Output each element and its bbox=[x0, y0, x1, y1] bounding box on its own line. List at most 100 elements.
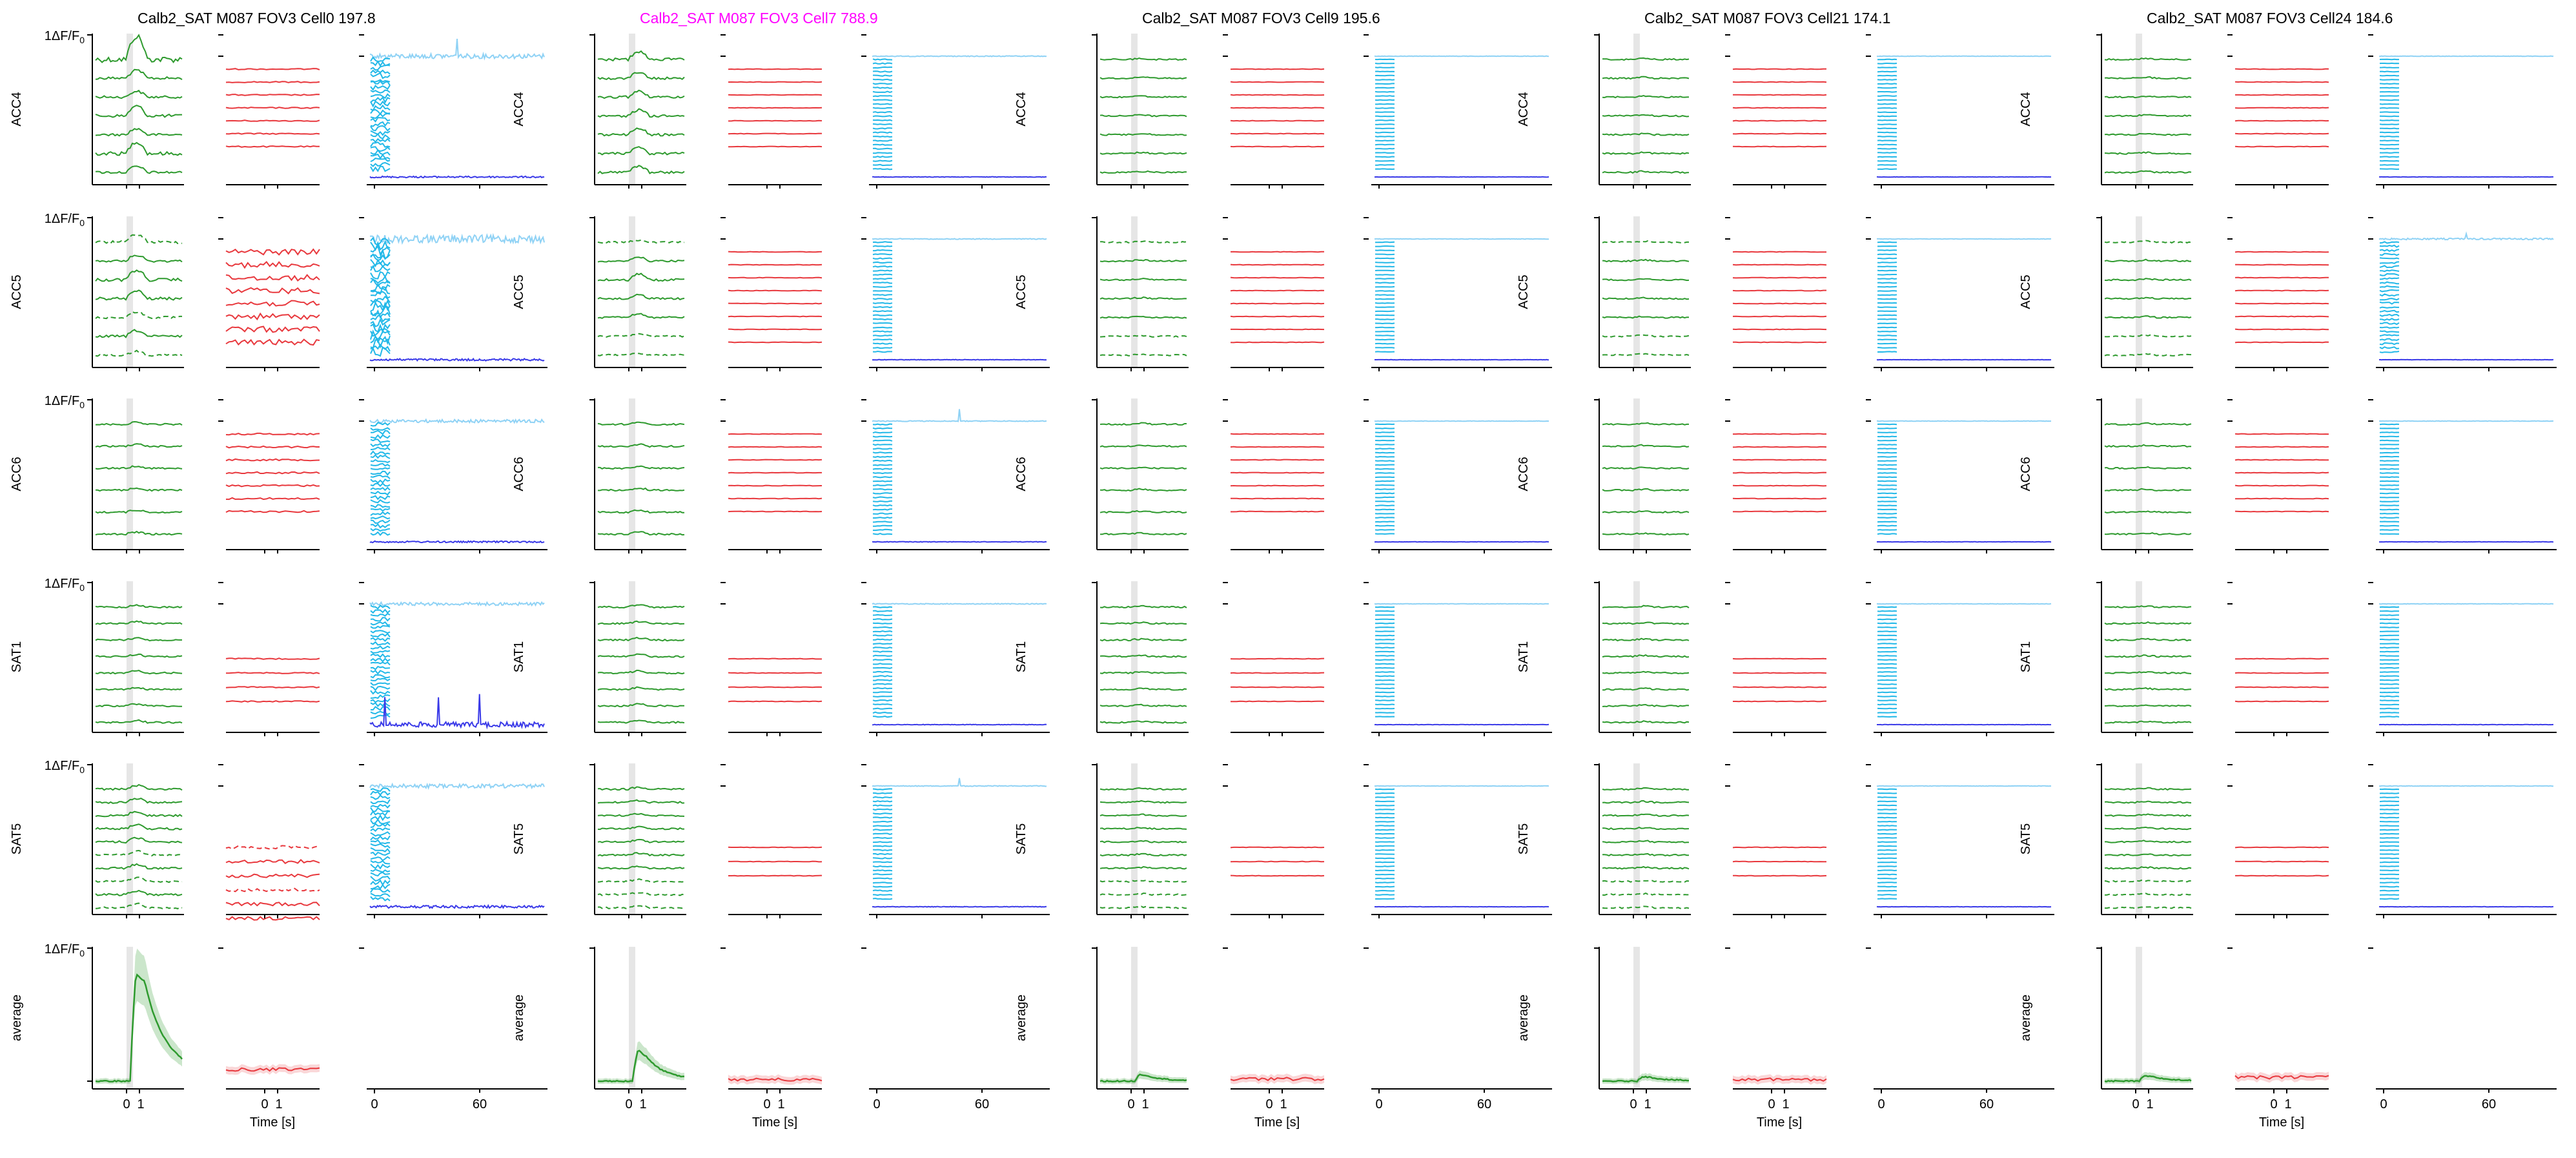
cyan-raster-line bbox=[1877, 427, 1897, 429]
red-trace bbox=[1230, 107, 1325, 109]
green-trace bbox=[2104, 76, 2192, 80]
row-1: ACC5 bbox=[2019, 216, 2557, 371]
cyan-raster-line bbox=[1375, 788, 1395, 791]
red-trace bbox=[728, 700, 823, 703]
cyan-raster-line bbox=[2380, 610, 2400, 612]
cyan-raster-line bbox=[370, 490, 391, 496]
cyan-raster-line bbox=[370, 807, 391, 812]
scale-label-sub: 0 bbox=[79, 400, 85, 410]
cyan-raster-line bbox=[370, 161, 391, 167]
row-0: ACC4 bbox=[512, 34, 1050, 189]
cyan-raster-line bbox=[370, 632, 391, 638]
cyan-raster-line bbox=[872, 451, 893, 454]
green-trace bbox=[1099, 687, 1187, 691]
red-trace bbox=[1230, 700, 1325, 703]
cyan-raster-line bbox=[370, 454, 391, 459]
stimulus-shading bbox=[629, 216, 635, 367]
cyan-raster-line bbox=[2379, 448, 2400, 450]
row-0: ACC4 bbox=[2019, 34, 2557, 189]
cyan-raster-line bbox=[1375, 249, 1395, 251]
red-trace bbox=[2234, 846, 2329, 849]
cyan-raster-line bbox=[1375, 679, 1395, 681]
cyan-raster-line bbox=[872, 707, 893, 710]
green-average-band bbox=[598, 1041, 684, 1084]
cyan-raster-line bbox=[370, 531, 391, 537]
green-trace bbox=[1602, 240, 1689, 244]
cyan-raster-line bbox=[370, 478, 391, 484]
light-blue-trace bbox=[2378, 420, 2554, 422]
green-trace bbox=[95, 876, 183, 884]
cyan-raster-line bbox=[370, 519, 391, 524]
cyan-raster-line bbox=[370, 714, 391, 719]
red-average-band bbox=[226, 1064, 320, 1075]
cyan-raster-line bbox=[1877, 476, 1897, 479]
red-trace bbox=[225, 326, 320, 333]
light-blue-trace bbox=[1374, 55, 1549, 57]
red-trace bbox=[1732, 94, 1827, 96]
cyan-raster-line bbox=[1375, 484, 1395, 486]
cyan-raster-line bbox=[370, 89, 391, 94]
red-average-trace bbox=[2234, 1075, 2329, 1080]
green-trace bbox=[1099, 880, 1187, 883]
cyan-raster-line bbox=[370, 511, 391, 516]
cyan-raster-line bbox=[370, 338, 391, 349]
red-average-band bbox=[1231, 1073, 1324, 1084]
cyan-raster-line bbox=[872, 882, 893, 884]
cyan-raster-line bbox=[1375, 699, 1395, 701]
red-average-trace bbox=[1732, 1077, 1827, 1082]
green-trace bbox=[1099, 813, 1187, 817]
cyan-raster-line bbox=[370, 462, 391, 467]
cyan-raster-line bbox=[1877, 351, 1897, 353]
cyan-raster-line bbox=[370, 434, 391, 439]
x-tick-label: 0 bbox=[1768, 1097, 1775, 1111]
cyan-raster-line bbox=[370, 291, 391, 299]
cyan-raster-line bbox=[1375, 626, 1395, 628]
cyan-raster-line bbox=[370, 641, 391, 646]
cyan-raster-line bbox=[2379, 277, 2400, 280]
row-label: SAT5 bbox=[1014, 823, 1028, 855]
cyan-raster-line bbox=[2380, 877, 2400, 880]
cyan-raster-line bbox=[2380, 468, 2400, 470]
red-trace bbox=[225, 248, 320, 256]
cyan-raster-line bbox=[2379, 809, 2400, 811]
cyan-raster-line bbox=[1877, 136, 1897, 138]
cyan-raster-line bbox=[1877, 83, 1897, 85]
cyan-raster-line bbox=[1375, 347, 1395, 349]
cyan-raster-line bbox=[2379, 298, 2400, 301]
cyan-raster-line bbox=[370, 459, 391, 464]
light-blue-trace bbox=[1374, 238, 1549, 240]
green-trace bbox=[597, 703, 684, 708]
cyan-raster-line bbox=[370, 470, 391, 476]
green-trace bbox=[2104, 488, 2192, 491]
cyan-raster-line bbox=[1375, 496, 1395, 499]
cyan-raster-line bbox=[370, 104, 391, 112]
green-trace bbox=[597, 293, 685, 300]
stimulus-shading bbox=[2136, 763, 2142, 915]
row-label: average bbox=[10, 995, 24, 1041]
row-2: ACC6 bbox=[1517, 398, 2054, 553]
red-trace bbox=[1732, 328, 1827, 331]
red-trace bbox=[1733, 686, 1827, 688]
green-trace bbox=[597, 256, 685, 263]
stimulus-shading bbox=[1633, 947, 1640, 1089]
cyan-raster-line bbox=[2379, 107, 2400, 109]
light-blue-trace bbox=[2378, 231, 2554, 241]
green-trace bbox=[95, 329, 183, 338]
cyan-raster-line bbox=[1877, 659, 1897, 661]
cyan-raster-line bbox=[1877, 796, 1897, 798]
cyan-raster-line bbox=[370, 657, 391, 663]
cyan-raster-line bbox=[872, 796, 893, 799]
green-trace bbox=[1602, 840, 1690, 843]
green-trace bbox=[95, 653, 183, 658]
light-blue-trace bbox=[1374, 420, 1549, 422]
cyan-raster-line bbox=[1877, 606, 1897, 608]
cyan-raster-line bbox=[872, 610, 893, 612]
cyan-raster-line bbox=[2379, 249, 2400, 253]
green-trace bbox=[1602, 605, 1690, 609]
red-trace bbox=[728, 68, 822, 70]
cyan-raster-line bbox=[872, 265, 893, 268]
row-label: SAT1 bbox=[2019, 641, 2033, 673]
cyan-raster-line bbox=[370, 694, 391, 699]
cyan-raster-line bbox=[2379, 309, 2400, 313]
green-trace bbox=[1099, 444, 1187, 448]
